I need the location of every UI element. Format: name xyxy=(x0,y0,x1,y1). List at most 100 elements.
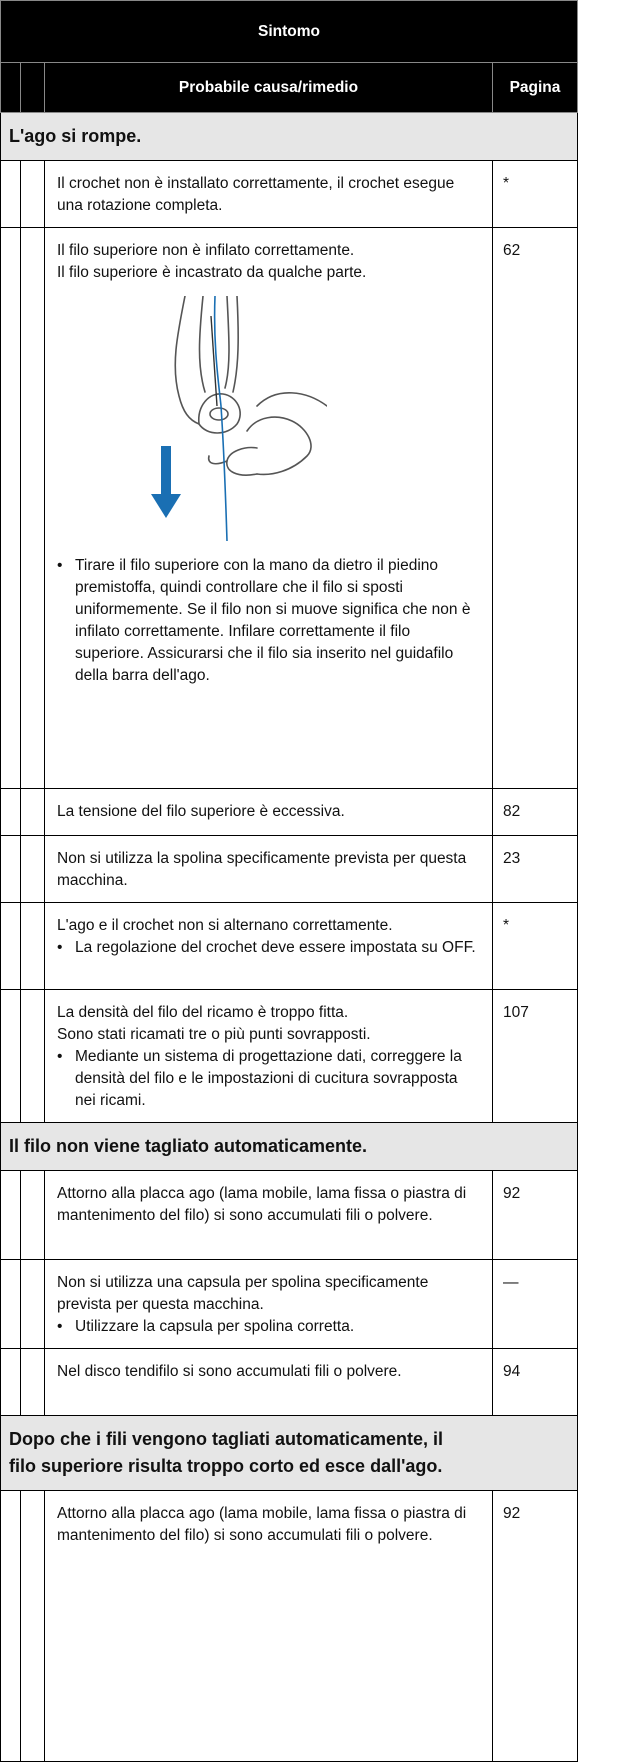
spacer-cell xyxy=(0,1348,21,1416)
table-row: Non si utilizza la spolina specificament… xyxy=(0,835,578,903)
cause-text: Il crochet non è installato correttament… xyxy=(57,175,455,214)
section-row: Dopo che i fili vengono tagliati automat… xyxy=(0,1415,578,1491)
cause-text: La densità del filo del ricamo è troppo … xyxy=(57,1004,349,1021)
cause-content: La tensione del filo superiore è eccessi… xyxy=(45,789,492,833)
bullet: • Mediante un sistema di progettazione da… xyxy=(57,1046,480,1112)
cause-text: Sono stati ricamati tre o più punti sovr… xyxy=(57,1026,371,1043)
header-spacer xyxy=(20,62,45,113)
bullet-text: Tirare il filo superiore con la mano da … xyxy=(75,557,471,684)
spacer-cell xyxy=(0,788,21,836)
bullet: • Utilizzare la capsula per spolina corre… xyxy=(57,1316,480,1338)
header-cause: Probabile causa/rimedio xyxy=(44,62,493,113)
troubleshooting-table: Sintomo Probabile causa/rimedio Pagina L… xyxy=(0,0,578,1762)
cause-text: Attorno alla placca ago (lama mobile, la… xyxy=(57,1505,467,1544)
spacer-cell xyxy=(20,989,45,1123)
page-ref: 94 xyxy=(503,1363,521,1380)
table-row: Il filo superiore non è infilato corrett… xyxy=(0,227,578,789)
page-cell: 92 xyxy=(492,1490,578,1762)
table-row: L'ago e il crochet non si alternano corr… xyxy=(0,902,578,990)
section-title-line: L'ago si rompe. xyxy=(9,126,142,146)
bullet-dot: • xyxy=(57,1318,63,1335)
cause-text: Nel disco tendifilo si sono accumulati f… xyxy=(57,1363,402,1380)
table-row: Non si utilizza una capsula per spolina … xyxy=(0,1259,578,1349)
bullet: • Tirare il filo superiore con la mano da… xyxy=(57,555,480,687)
cause-text: L'ago e il crochet non si alternano corr… xyxy=(57,917,393,934)
cause-content: Attorno alla placca ago (lama mobile, la… xyxy=(45,1171,492,1237)
spacer-cell xyxy=(20,1490,45,1762)
cause-text: Il filo superiore è incastrato da qualch… xyxy=(57,264,367,281)
table-row: Nel disco tendifilo si sono accumulati f… xyxy=(0,1348,578,1416)
page-ref: 82 xyxy=(503,803,521,820)
cause-content: Il filo superiore non è infilato corrett… xyxy=(45,228,492,697)
cause-content: Il crochet non è installato correttament… xyxy=(45,161,492,227)
bullet-text: Utilizzare la capsula per spolina corret… xyxy=(75,1318,355,1335)
page-cell: * xyxy=(492,902,578,990)
spacer-cell xyxy=(0,160,21,228)
page-ref: — xyxy=(503,1274,519,1291)
spacer-cell xyxy=(20,1259,45,1349)
page-cell: 82 xyxy=(492,788,578,836)
spacer-cell xyxy=(0,1490,21,1762)
section-title-line: filo superiore risulta troppo corto ed e… xyxy=(9,1456,443,1476)
bullet-dot: • xyxy=(57,557,63,574)
bullet-text: La regolazione del crochet deve essere i… xyxy=(75,939,476,956)
cause-cell: Il filo superiore non è infilato corrett… xyxy=(44,227,493,789)
page-cell: * xyxy=(492,160,578,228)
spacer-cell xyxy=(0,1259,21,1349)
page-ref: 92 xyxy=(503,1505,521,1522)
cause-cell: L'ago e il crochet non si alternano corr… xyxy=(44,902,493,990)
cause-cell: Attorno alla placca ago (lama mobile, la… xyxy=(44,1170,493,1260)
header-row: Probabile causa/rimedio Pagina xyxy=(0,62,578,113)
page-cell: 94 xyxy=(492,1348,578,1416)
spacer-cell xyxy=(20,835,45,903)
cause-cell: Non si utilizza una capsula per spolina … xyxy=(44,1259,493,1349)
cause-content: L'ago e il crochet non si alternano corr… xyxy=(45,903,492,969)
header-row: Sintomo xyxy=(0,0,578,63)
cause-content: Nel disco tendifilo si sono accumulati f… xyxy=(45,1349,492,1393)
cause-cell: La densità del filo del ricamo è troppo … xyxy=(44,989,493,1123)
page-ref: * xyxy=(503,175,510,192)
spacer-cell xyxy=(20,1348,45,1416)
bullet-dot: • xyxy=(57,939,63,956)
spacer-cell xyxy=(0,902,21,990)
section-title: Il filo non viene tagliato automaticamen… xyxy=(0,1122,578,1171)
spacer-cell xyxy=(20,160,45,228)
spacer-cell xyxy=(0,835,21,903)
spacer-cell xyxy=(20,1170,45,1260)
page-cell: 107 xyxy=(492,989,578,1123)
page-ref: 107 xyxy=(503,1004,529,1021)
page-cell: 92 xyxy=(492,1170,578,1260)
illustration xyxy=(151,296,327,541)
cause-cell: La tensione del filo superiore è eccessi… xyxy=(44,788,493,836)
cause-text: La tensione del filo superiore è eccessi… xyxy=(57,803,345,820)
page-cell: 23 xyxy=(492,835,578,903)
cause-text: Non si utilizza una capsula per spolina … xyxy=(57,1274,429,1313)
cause-cell: Non si utilizza la spolina specificament… xyxy=(44,835,493,903)
spacer-cell xyxy=(20,227,45,789)
section-title-line: Il filo non viene tagliato automaticamen… xyxy=(9,1136,368,1156)
cause-content: Attorno alla placca ago (lama mobile, la… xyxy=(45,1491,492,1557)
cause-content: Non si utilizza una capsula per spolina … xyxy=(45,1260,492,1348)
section-row: L'ago si rompe. xyxy=(0,112,578,161)
cause-content: La densità del filo del ricamo è troppo … xyxy=(45,990,492,1122)
cause-text: Il filo superiore non è infilato corrett… xyxy=(57,242,355,259)
bullet: • La regolazione del crochet deve essere … xyxy=(57,937,480,959)
table-body: Sintomo Probabile causa/rimedio Pagina L… xyxy=(0,0,578,1762)
page-cell: 62 xyxy=(492,227,578,789)
section-title: L'ago si rompe. xyxy=(0,112,578,161)
spacer-cell xyxy=(0,227,21,789)
page-ref: 23 xyxy=(503,850,521,867)
section-row: Il filo non viene tagliato automaticamen… xyxy=(0,1122,578,1171)
section-title: Dopo che i fili vengono tagliati automat… xyxy=(0,1415,578,1491)
spacer-cell xyxy=(20,902,45,990)
table-row: Il crochet non è installato correttament… xyxy=(0,160,578,228)
table-row: La tensione del filo superiore è eccessi… xyxy=(0,788,578,836)
cause-text: Non si utilizza la spolina specificament… xyxy=(57,850,467,889)
bullet-dot: • xyxy=(57,1048,63,1065)
table-row: La densità del filo del ricamo è troppo … xyxy=(0,989,578,1123)
cause-cell: Attorno alla placca ago (lama mobile, la… xyxy=(44,1490,493,1762)
page-ref: * xyxy=(503,917,510,934)
cause-cell: Il crochet non è installato correttament… xyxy=(44,160,493,228)
section-title-line: Dopo che i fili vengono tagliati automat… xyxy=(9,1429,444,1449)
